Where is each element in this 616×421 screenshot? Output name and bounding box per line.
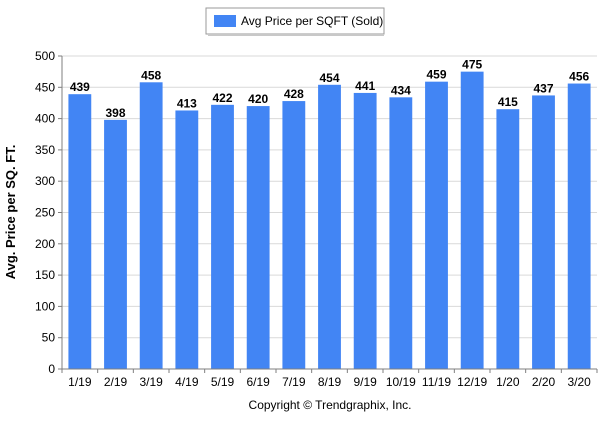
bar [104, 119, 127, 370]
data-label: 415 [498, 95, 518, 109]
y-axis-title: Avg. Price per SQ. FT. [3, 145, 18, 280]
bar [139, 82, 163, 370]
bar [567, 83, 591, 369]
y-axis-ticks: 0 50 100 150 200 250 300 350 400 450 500 [35, 49, 62, 376]
legend-label: Avg Price per SQFT (Sold) [241, 14, 383, 28]
legend-swatch [214, 15, 236, 27]
bar [282, 101, 306, 370]
y-tick-label: 0 [48, 362, 55, 376]
data-label: 428 [284, 87, 304, 101]
bar [353, 92, 377, 370]
bar [175, 110, 199, 369]
y-tick-label: 300 [35, 174, 55, 188]
data-label: 441 [355, 79, 375, 93]
data-label: 420 [248, 92, 268, 106]
x-tick-label: 10/19 [386, 375, 416, 389]
y-tick-label: 500 [35, 49, 55, 63]
data-label: 475 [462, 58, 482, 72]
x-tick-label: 2/20 [532, 375, 556, 389]
y-tick-label: 250 [35, 206, 55, 220]
data-label: 398 [105, 106, 125, 120]
bar [532, 95, 555, 370]
data-label: 439 [70, 80, 90, 94]
x-axis-ticks: 1/19 2/19 3/19 4/19 5/19 6/19 7/19 8/19 9/19 10/1… [61, 369, 598, 389]
x-tick-label: 1/19 [68, 375, 92, 389]
x-tick-label: 5/19 [211, 375, 235, 389]
bar [425, 81, 448, 369]
x-tick-label: 3/19 [139, 375, 163, 389]
copyright-footer: Copyright © Trendgraphix, Inc. [249, 398, 412, 412]
data-label: 454 [319, 71, 339, 85]
data-label: 459 [426, 68, 446, 82]
x-tick-label: 2/19 [104, 375, 128, 389]
data-label: 422 [212, 91, 232, 105]
x-tick-label: 12/19 [457, 375, 487, 389]
bar [246, 106, 270, 369]
x-tick-label: 7/19 [282, 375, 306, 389]
y-tick-label: 100 [35, 299, 55, 313]
y-tick-label: 50 [42, 331, 56, 345]
y-tick-label: 150 [35, 268, 55, 282]
data-label: 434 [391, 83, 411, 97]
bar [318, 84, 341, 370]
x-tick-label: 9/19 [353, 375, 377, 389]
legend-shadow [208, 34, 384, 36]
x-tick-label: 4/19 [175, 375, 199, 389]
bar [460, 71, 484, 370]
x-tick-label: 1/20 [496, 375, 520, 389]
x-tick-label: 11/19 [422, 375, 451, 389]
x-tick-label: 6/19 [246, 375, 270, 389]
data-label: 413 [177, 96, 197, 110]
bar [496, 109, 520, 370]
bar [211, 104, 234, 369]
x-tick-label: 8/19 [318, 375, 342, 389]
bar [389, 97, 413, 369]
bar [68, 94, 92, 369]
bars: 439 398 458 413 422 420 428 454 441 434 459 475 415 4… [68, 58, 591, 370]
data-label: 437 [533, 81, 553, 95]
y-tick-label: 450 [35, 80, 55, 94]
data-label: 458 [141, 68, 161, 82]
y-tick-label: 350 [35, 143, 55, 157]
x-tick-label: 3/20 [567, 375, 591, 389]
data-label: 456 [569, 70, 589, 84]
y-tick-label: 200 [35, 237, 55, 251]
legend: Avg Price per SQFT (Sold) [205, 7, 385, 36]
y-tick-label: 400 [35, 112, 55, 126]
